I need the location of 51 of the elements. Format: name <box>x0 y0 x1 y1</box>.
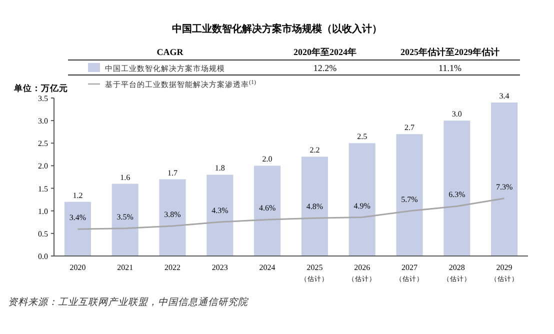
data-label: 3.4 <box>499 92 510 101</box>
data-label: 2.0 <box>262 154 272 164</box>
data-label: 5.7% <box>401 194 418 204</box>
bar <box>301 156 328 256</box>
text: 12.2% <box>313 63 338 73</box>
bar <box>112 184 138 256</box>
y-tick-label: 2.0 <box>38 162 48 171</box>
y-tick-label: 2.5 <box>38 139 48 148</box>
bar <box>206 174 234 256</box>
text: CAGR <box>156 47 184 57</box>
data-label: 1.7 <box>168 168 178 178</box>
data-label: 3.0 <box>452 110 462 119</box>
bar <box>396 134 423 256</box>
data-label: 3.5% <box>116 212 134 222</box>
bar <box>64 202 91 256</box>
text: 2020年至2024年 <box>294 47 356 57</box>
chart-title: 中国工业数智化解决方案市场规模（以收入计） <box>172 23 382 35</box>
bar <box>444 120 470 256</box>
data-label: 7.3% <box>496 182 513 192</box>
y-tick-label: 3.0 <box>38 116 48 126</box>
data-label: 4.8% <box>306 202 324 212</box>
data-label: 2.2 <box>310 146 320 155</box>
data-label: 4.6% <box>258 204 276 213</box>
text: 资料来源：工业互联网产业联盟，中国信息通信研究院 <box>8 297 249 308</box>
text: 11.1% <box>438 63 462 73</box>
y-tick-label: 1.0 <box>38 206 48 216</box>
bar <box>159 179 186 256</box>
data-label: 2.5 <box>357 132 368 142</box>
data-label: 1.8 <box>214 164 225 173</box>
x-tick-label: 2021 <box>117 263 134 272</box>
y-tick-label: 0.5 <box>38 229 48 238</box>
x-tick-label: 2020 <box>70 263 86 272</box>
data-label: 4.9% <box>354 201 371 210</box>
y-tick-label: 0.0 <box>38 252 48 261</box>
data-label: 1.6 <box>120 172 130 182</box>
data-label: 6.3% <box>448 190 466 200</box>
text: 2025年估计至2029年估计 <box>400 47 500 57</box>
data-label: 3.4% <box>69 213 86 222</box>
bar <box>491 102 518 256</box>
data-label: 1.2 <box>72 190 83 200</box>
y-axis-title: 单位：万亿元 <box>13 83 68 93</box>
y-tick-label: 3.5 <box>38 94 48 103</box>
x-tick-label: 2023 <box>212 263 228 272</box>
data-label: 3.8% <box>164 210 182 219</box>
bar <box>254 166 281 256</box>
data-label: 2.7 <box>404 123 414 132</box>
x-tick-label: 2022 <box>164 263 180 272</box>
y-tick-label: 1.5 <box>38 184 48 194</box>
bar <box>348 143 376 256</box>
data-label: 4.3% <box>212 206 229 216</box>
x-tick-label: 2024 <box>259 263 276 272</box>
